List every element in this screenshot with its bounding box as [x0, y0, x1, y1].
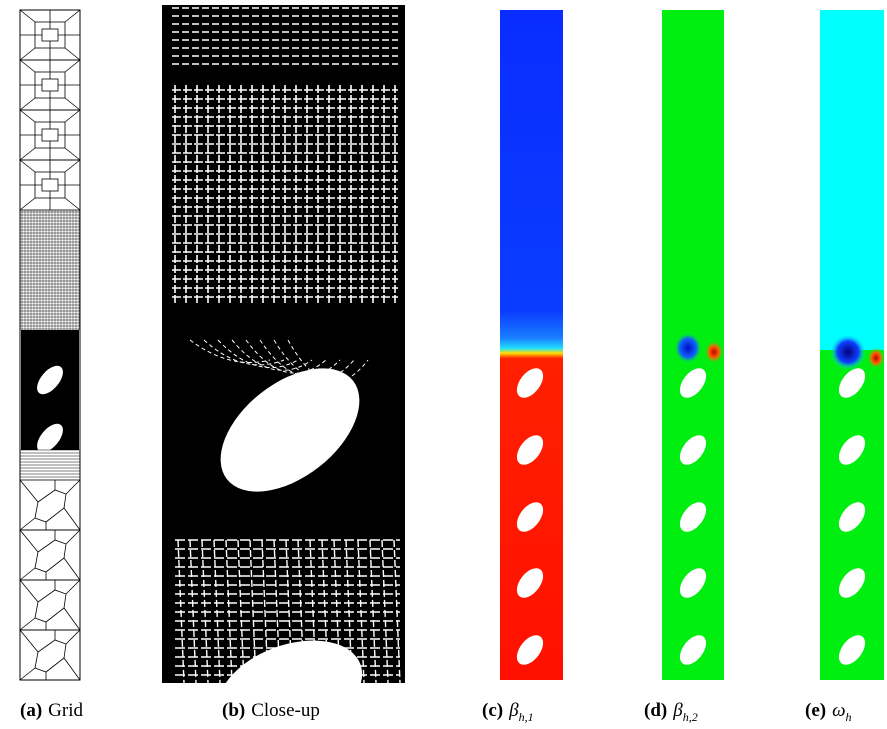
caption: (e) ωh — [805, 700, 852, 725]
vortex — [704, 340, 724, 364]
label: (d) — [644, 700, 667, 721]
label: (b) — [222, 700, 245, 721]
grid-panel — [20, 10, 80, 680]
caption: (a) Grid — [20, 700, 83, 722]
subscript: h,1 — [519, 710, 534, 724]
field — [820, 10, 884, 350]
vortex — [867, 347, 885, 369]
symbol: ω — [832, 700, 845, 721]
subscript: h — [846, 710, 852, 724]
closeup-bg — [162, 5, 405, 683]
caption: (d) βh,2 — [644, 700, 698, 725]
symbol: β — [509, 700, 518, 721]
closeup-panel — [162, 5, 405, 729]
vortex — [674, 332, 702, 364]
page: (a)Grid (b)Close-up (c)βh,1 (d)βh,2 (e)ω… — [0, 0, 887, 729]
caption: (b) Close-up — [222, 700, 320, 722]
label: (a) — [20, 700, 42, 721]
caption-text: Grid — [48, 700, 83, 721]
vortex — [830, 334, 866, 370]
label: (c) — [482, 700, 503, 721]
symbol: β — [673, 700, 682, 721]
subscript: h,2 — [683, 710, 698, 724]
label: (e) — [805, 700, 826, 721]
caption-text: Close-up — [251, 700, 320, 721]
caption: (c) βh,1 — [482, 700, 534, 725]
figure — [0, 0, 887, 729]
